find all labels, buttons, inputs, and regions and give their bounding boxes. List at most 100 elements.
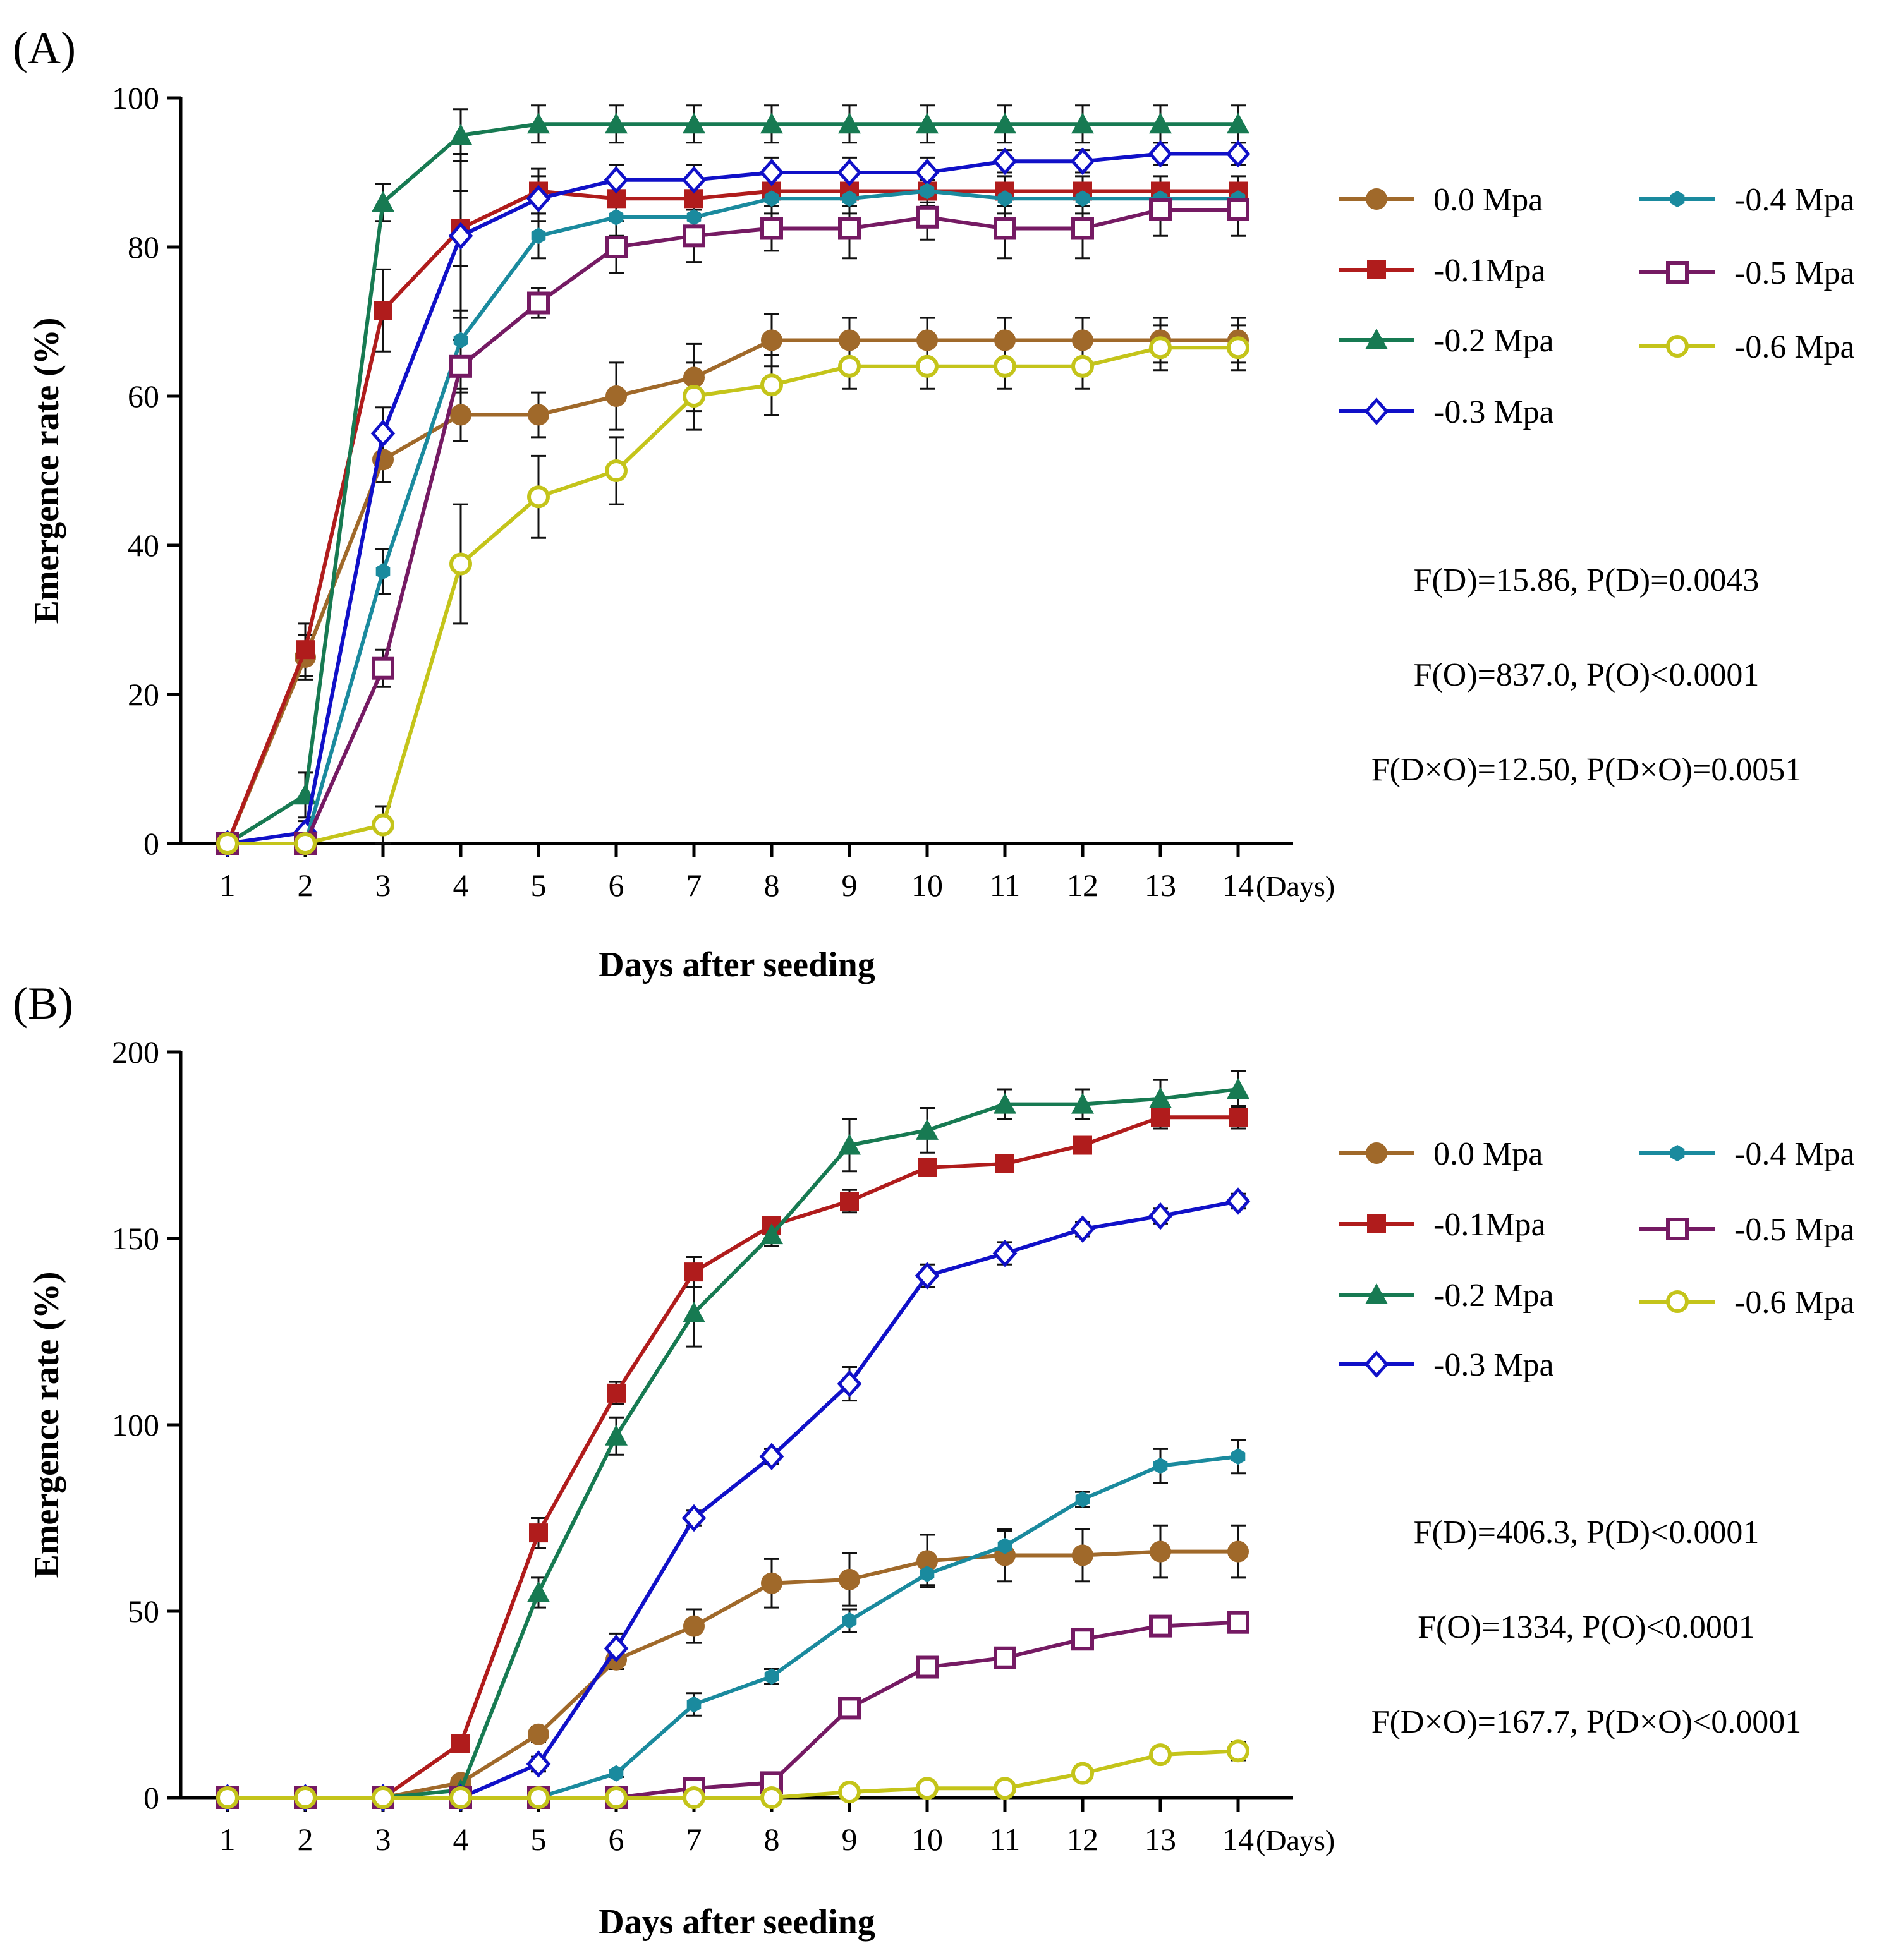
data-point	[760, 1786, 783, 1809]
data-point	[605, 459, 628, 482]
y-tick-label: 100	[112, 80, 159, 116]
data-point	[760, 112, 783, 134]
data-point	[527, 485, 550, 509]
legend-marker	[1367, 1214, 1386, 1233]
data-point	[1148, 1202, 1173, 1230]
data-point	[609, 1765, 624, 1782]
data-point	[449, 1786, 472, 1809]
data-point	[684, 1262, 703, 1282]
data-point	[683, 385, 705, 408]
data-point	[920, 183, 935, 200]
stat-annotation: F(O)=1334, P(O)<0.0001	[1418, 1609, 1755, 1645]
data-point	[296, 640, 315, 660]
data-point	[609, 209, 624, 226]
data-point	[838, 1134, 861, 1155]
data-point	[837, 1370, 862, 1398]
legend-marker	[1367, 260, 1386, 279]
data-point	[372, 191, 394, 212]
series-line	[228, 346, 1238, 845]
x-tick-label: 12	[1067, 868, 1098, 903]
data-point	[838, 354, 861, 378]
legend: 0.0 Mpa -0.1Mpa -0.2 Mpa -0.3 Mpa -0.4 Mpa -0…	[1339, 1136, 1855, 1383]
data-point	[1149, 1743, 1172, 1767]
data-point	[1075, 1491, 1090, 1508]
legend-marker	[1366, 188, 1387, 210]
data-point	[526, 1750, 551, 1778]
data-point	[683, 366, 705, 389]
data-point	[764, 1668, 779, 1685]
data-point	[686, 1696, 702, 1713]
panel-label: (B)	[13, 978, 73, 1029]
x-tick-label: 8	[764, 868, 780, 903]
y-tick-label: 60	[128, 378, 159, 414]
data-point	[1225, 140, 1251, 168]
data-point	[683, 224, 705, 248]
series-line	[226, 189, 1238, 845]
x-axis-title: Days after seeding	[599, 1903, 875, 1942]
data-point	[915, 1262, 940, 1290]
data-point	[1227, 112, 1249, 134]
data-point	[1071, 354, 1094, 378]
data-point	[1225, 1187, 1251, 1215]
data-point	[527, 291, 550, 315]
data-point	[764, 190, 779, 207]
data-point	[604, 166, 629, 194]
data-point	[1227, 1078, 1249, 1099]
data-point	[1149, 198, 1172, 221]
data-point	[1148, 140, 1173, 168]
x-tick-label: 4	[453, 1822, 469, 1857]
x-unit-label: (Days)	[1256, 870, 1335, 902]
series-line	[226, 338, 1238, 845]
data-point	[529, 1523, 548, 1543]
series-3	[215, 140, 1251, 857]
data-point	[1071, 217, 1094, 240]
data-point	[294, 832, 317, 855]
legend-item: -0.4 Mpa	[1639, 182, 1855, 218]
data-point	[448, 222, 473, 250]
legend-marker	[1365, 1283, 1388, 1304]
x-tick-label: 9	[842, 1822, 858, 1857]
x-tick-label: 10	[911, 868, 943, 903]
legend-item: -0.6 Mpa	[1639, 1285, 1855, 1321]
legend-marker	[1364, 1350, 1389, 1378]
x-tick-label: 11	[990, 1822, 1020, 1857]
stat-annotation: F(O)=837.0, P(O)<0.0001	[1414, 657, 1760, 693]
legend-label: -0.6 Mpa	[1734, 329, 1855, 365]
data-point	[526, 185, 551, 213]
legend-label: 0.0 Mpa	[1433, 182, 1543, 218]
data-point	[1149, 112, 1172, 134]
data-point	[1227, 1611, 1249, 1634]
legend-label: -0.3 Mpa	[1433, 394, 1554, 430]
legend-marker	[1666, 1218, 1689, 1240]
y-axis-title: Emergence rate (%)	[27, 317, 66, 624]
data-point	[992, 1239, 1018, 1267]
x-axis-title: Days after seeding	[599, 945, 875, 984]
data-point	[528, 1723, 549, 1745]
data-point	[605, 1786, 628, 1809]
data-point	[994, 217, 1016, 240]
data-point	[683, 1615, 705, 1637]
x-tick-label: 1	[220, 868, 236, 903]
data-point	[453, 332, 468, 349]
stat-annotation: F(D×O)=12.50, P(D×O)=0.0051	[1371, 752, 1802, 788]
data-point	[374, 301, 392, 320]
series-line	[228, 1749, 1239, 1800]
data-point	[605, 385, 627, 407]
legend-marker	[1366, 1142, 1387, 1164]
data-point	[838, 217, 861, 240]
series-6	[216, 1739, 1249, 1809]
data-point	[760, 1223, 783, 1245]
data-point	[916, 1118, 939, 1140]
data-point	[1071, 1628, 1094, 1651]
data-point	[842, 190, 857, 207]
x-unit-label: (Days)	[1256, 1824, 1335, 1856]
legend-label: 0.0 Mpa	[1433, 1136, 1543, 1172]
data-point	[759, 159, 784, 186]
legend-label: -0.4 Mpa	[1734, 182, 1855, 218]
data-point	[916, 329, 938, 351]
x-tick-label: 2	[298, 868, 313, 903]
data-point	[916, 1655, 939, 1679]
legend-label: -0.2 Mpa	[1433, 323, 1554, 359]
data-point	[216, 1786, 239, 1809]
